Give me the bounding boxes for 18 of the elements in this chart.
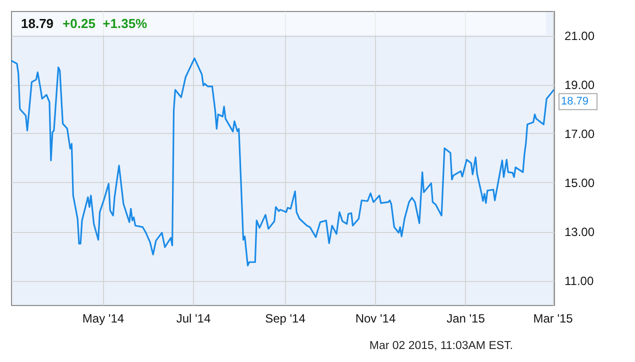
- x-tick-label: Sep '14: [265, 312, 306, 326]
- x-tick-label: Nov '14: [355, 312, 396, 326]
- y-tick-label: 15.00: [564, 176, 595, 190]
- y-tick-label: 19.00: [564, 78, 595, 92]
- y-tick-label: 11.00: [564, 274, 594, 288]
- chart-title: 18.79: [21, 16, 54, 31]
- y-tick-label: 21.00: [564, 29, 595, 43]
- x-tick-label: Jul '14: [176, 312, 211, 326]
- x-tick-label: May '14: [82, 312, 124, 326]
- line-series: [11, 57, 554, 266]
- text: Mar 02 2015, 11:03AM EST.: [369, 340, 513, 352]
- y-tick-label: 17.00: [564, 127, 595, 141]
- y-tick-label: 13.00: [564, 225, 595, 239]
- annotation: 18.79: [561, 96, 589, 108]
- chart-subtitle: +0.25 +1.35%: [62, 16, 148, 31]
- x-tick-label: Jan '15: [446, 312, 486, 326]
- x-tick-label: Mar '15: [533, 312, 574, 326]
- header-panel: 18.79 +0.25 +1.35%: [12, 12, 546, 35]
